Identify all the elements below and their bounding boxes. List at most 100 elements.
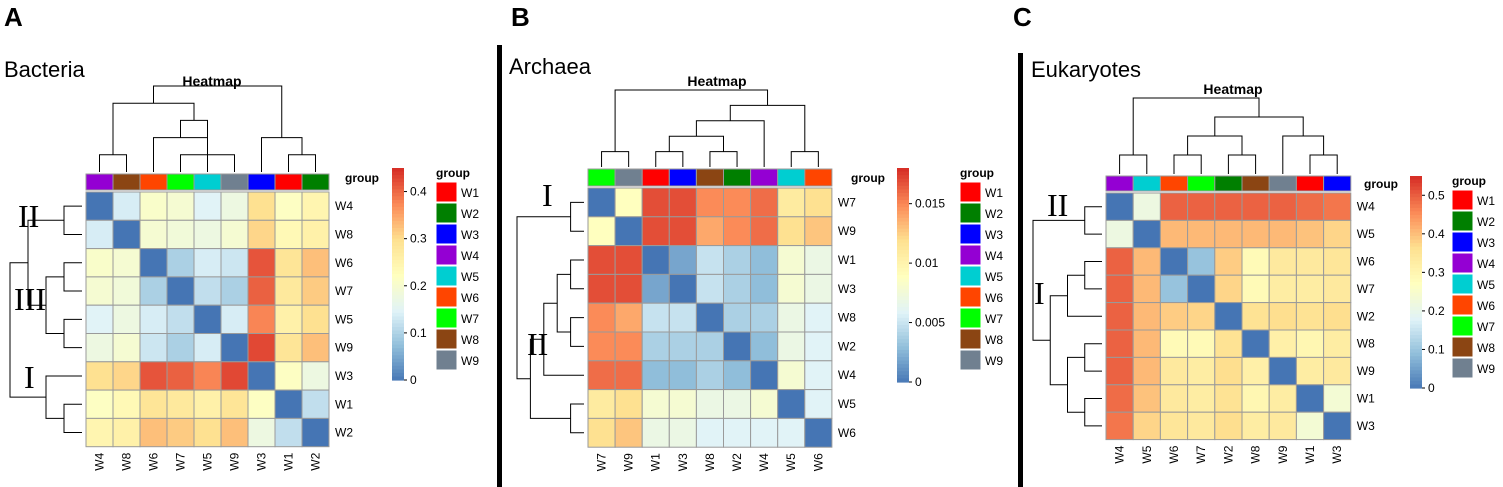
colorbar-segment [1410,335,1422,340]
colorbar-segment [1410,296,1422,301]
heatmap-cell [723,187,752,218]
colorbar-segment [1410,197,1422,202]
heatmap-cell [777,302,806,333]
colorbar-segment [392,316,404,321]
heatmap-cell [301,191,330,221]
heatmap-cell [166,417,195,448]
column-label: W9 [1276,445,1290,463]
colorbar-segment [392,192,404,197]
colorbar-segment [897,296,909,301]
colorbar-segment [392,291,404,296]
colorbar-segment [897,264,909,269]
heatmap-cell [695,187,725,218]
heatmap-cell [804,331,833,362]
heatmap-cell [1268,329,1297,358]
heatmap-cell [1187,411,1216,441]
cluster-label-i: I [542,177,553,213]
legend-label: W6 [985,291,1003,305]
colorbar-segment [1410,214,1422,219]
row-label: W6 [1357,255,1375,269]
heatmap-cell [723,245,752,275]
panel-divider [1018,53,1023,487]
colorbar-segment [1410,267,1422,272]
heatmap-cell [112,191,141,221]
heatmap-cell [166,248,195,278]
colorbar-segment [1410,349,1422,354]
column-label: W2 [730,453,744,471]
heatmap-cell [587,216,616,247]
heatmap-cell [641,245,670,275]
colorbar-segment [1410,243,1422,248]
colorbar-segment [897,196,909,201]
colorbar-segment [1410,186,1422,191]
heatmap-cell [750,360,779,391]
heatmap-cell [1241,247,1270,276]
heatmap-title: Heatmap [182,73,241,89]
colorbar-segment [392,206,404,211]
heatmap-cell [804,245,833,275]
heatmap-cell [85,361,114,391]
colorbar-segment [897,346,909,351]
heatmap-cell [695,245,725,275]
legend-label: W5 [1477,278,1495,292]
colorbar-segment [897,257,909,262]
legend-title: group [1452,174,1486,188]
heatmap-cell [1295,247,1325,276]
heatmap-cell [695,417,725,448]
colorbar-segment [392,178,404,183]
heatmap-cell [220,276,249,306]
dendrogram-branch [45,276,64,334]
colorbar-segment [1410,299,1422,304]
column-label: W4 [93,452,107,470]
colorbar-segment [392,323,404,328]
group-annotation-cell [112,173,141,191]
row-label: W2 [838,339,856,353]
column-label: W3 [676,453,690,471]
group-annotation-cell [1187,175,1216,192]
legend-swatch [435,244,458,266]
colorbar-segment [1410,274,1422,280]
heatmap-cell [1268,356,1297,386]
heatmap-cell [1214,274,1243,304]
legend-swatch [959,286,982,308]
colorbar-segment [1410,221,1422,227]
group-annotation-cell [723,168,752,187]
heatmap-cell [247,191,276,221]
dendrogram-branch [288,154,316,172]
row-label: W8 [335,227,353,241]
heatmap-cell [668,417,697,448]
row-label: W4 [335,199,353,213]
heatmap-cell [641,187,670,218]
heatmap-cell [274,417,303,448]
group-annotation-cell [750,168,779,187]
legend-label: W8 [1477,341,1495,355]
heatmap-cell [220,389,249,419]
legend-swatch [1451,336,1474,358]
heatmap-cell [166,304,195,335]
colorbar-segment [1410,320,1422,325]
colorbar-segment [392,305,404,310]
colorbar-segment [1410,225,1422,230]
column-label: W6 [811,453,825,471]
colorbar-tick-label: 0.4 [410,185,427,199]
column-labels: W4 W8 W6 W7 W5 W9 W3 W1 W2 [93,452,323,470]
group-annotation-cell [1159,175,1189,192]
column-label: W1 [649,453,663,471]
group-annotation-cell [1268,175,1297,192]
colorbar-segment [897,349,909,355]
colorbar-segment [392,168,404,173]
colorbar: 0 0.1 0.2 0.3 0.4 [392,168,427,387]
row-label: W4 [1357,200,1375,214]
group-annotation-cell [614,168,643,187]
heatmap-cell [139,417,168,448]
colorbar-segment [1410,292,1422,297]
colorbar-segment [897,357,909,362]
row-dendrogram [9,205,82,434]
heatmap-cell [166,276,195,306]
dendrogram-branch [695,120,765,167]
heatmap-cell [1323,384,1352,413]
dendrogram-branch [1309,154,1338,174]
heatmap-cell [587,273,616,304]
heatmap-cell [1105,329,1134,358]
